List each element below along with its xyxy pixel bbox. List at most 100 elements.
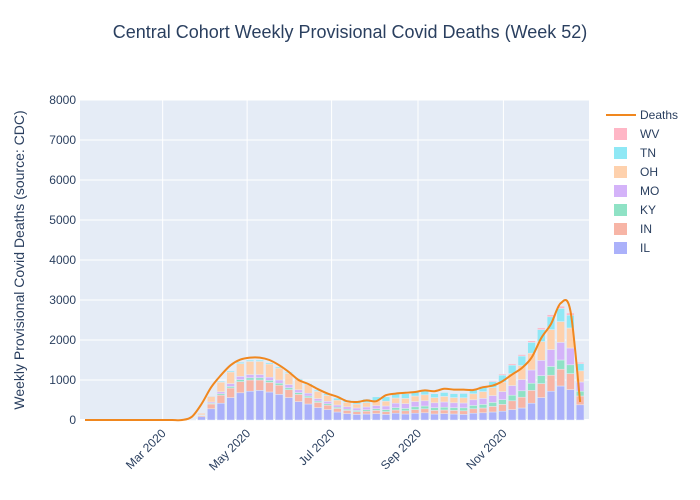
y-tick-label: 6000 [49,173,76,187]
legend-label-wv: WV [640,127,659,141]
bar-in [430,410,439,415]
bar-in [488,406,497,413]
bar-in [527,390,536,404]
bar-il [401,413,410,421]
bar-ky [381,409,391,412]
bar-il [537,397,546,421]
bar-in [342,410,352,414]
bar-mo [488,395,497,403]
legend-swatch-il [614,242,627,254]
bar-wv [498,373,507,376]
bar-oh [440,396,449,403]
bar-il [226,397,235,421]
bar-ky [440,406,449,411]
bar-mo [410,401,420,408]
bar-il [333,411,342,421]
bar-il [275,394,284,421]
y-tick-label: 1000 [49,373,76,387]
bar-mo [372,405,381,410]
bar-il [420,412,429,421]
bar-in [333,408,342,413]
bar-oh [401,398,410,404]
bar-tn [440,392,449,397]
bar-tn [459,393,468,399]
bar-wv [508,363,517,366]
bar-in [478,407,488,414]
legend-swatch-ky [614,204,627,216]
bar-mo [508,385,517,396]
bar-mo [449,402,459,408]
x-axis-ticks: Mar 2020 May 2020 Jul 2020 Sep 2020 Nov 2020 [123,426,510,473]
bar-wv [488,380,497,382]
bar-ky [537,375,546,384]
bar-in [284,389,294,398]
bar-ky [265,380,274,383]
bar-mo [313,398,323,402]
bar-oh [207,396,216,403]
bar-il [517,407,527,421]
bar-il [352,414,361,421]
bar-ky [275,382,284,386]
bar-oh [488,387,497,396]
bar-il [294,401,303,421]
bar-in [304,397,313,405]
bar-wv [527,340,536,343]
bar-in [410,409,420,414]
bar-il [556,385,565,421]
bar-oh [362,402,371,408]
bar-ky [488,402,497,407]
chart-title: Central Cohort Weekly Provisional Covid … [113,22,588,42]
bar-il [575,404,585,421]
bar-ky [449,407,459,411]
bar-il [469,412,478,421]
bar-il [527,402,536,421]
bar-oh [323,395,332,402]
bar-mo [459,402,468,409]
bar-in [508,400,517,410]
bar-mo [362,406,371,411]
y-tick-label: 8000 [49,93,76,107]
bar-wv [556,305,565,309]
bar-ky [556,359,565,370]
bar-ky [284,387,294,390]
bar-il [245,390,255,421]
bar-il [488,411,497,421]
bar-in [275,384,284,395]
bar-in [498,404,507,412]
bar-il [216,402,226,421]
bar-in [294,394,303,402]
bar-ky [401,408,410,412]
bar-mo [469,399,478,406]
bar-in [216,394,226,404]
bar-mo [420,400,429,407]
bar-oh [430,397,439,404]
bar-in [517,396,527,409]
bar-ky [469,405,478,410]
bar-oh [410,395,420,402]
bar-ky [459,407,468,412]
bar-oh [226,371,235,384]
bar-in [362,410,371,415]
bar-oh [556,321,565,343]
legend-label-tn: TN [640,146,656,160]
bar-mo [226,383,235,387]
bar-mo [537,360,546,376]
x-tick-label: May 2020 [206,426,253,473]
bar-ky [546,366,556,376]
bar-oh [420,394,429,402]
x-tick-label: Nov 2020 [463,426,509,472]
bar-il [323,409,332,421]
bar-mo [401,403,410,409]
bar-ky [245,377,255,381]
bar-in [245,379,255,392]
bar-in [372,410,381,414]
y-axis-ticks: 0 1000 2000 3000 4000 5000 6000 7000 8000 [49,93,76,427]
bar-wv [449,392,459,394]
legend-swatch-wv [614,128,627,140]
bar-mo [342,406,352,410]
bar-il [459,414,468,421]
bar-oh [245,361,255,375]
y-tick-label: 0 [69,413,76,427]
bar-in [313,402,323,408]
bar-oh [216,381,226,393]
